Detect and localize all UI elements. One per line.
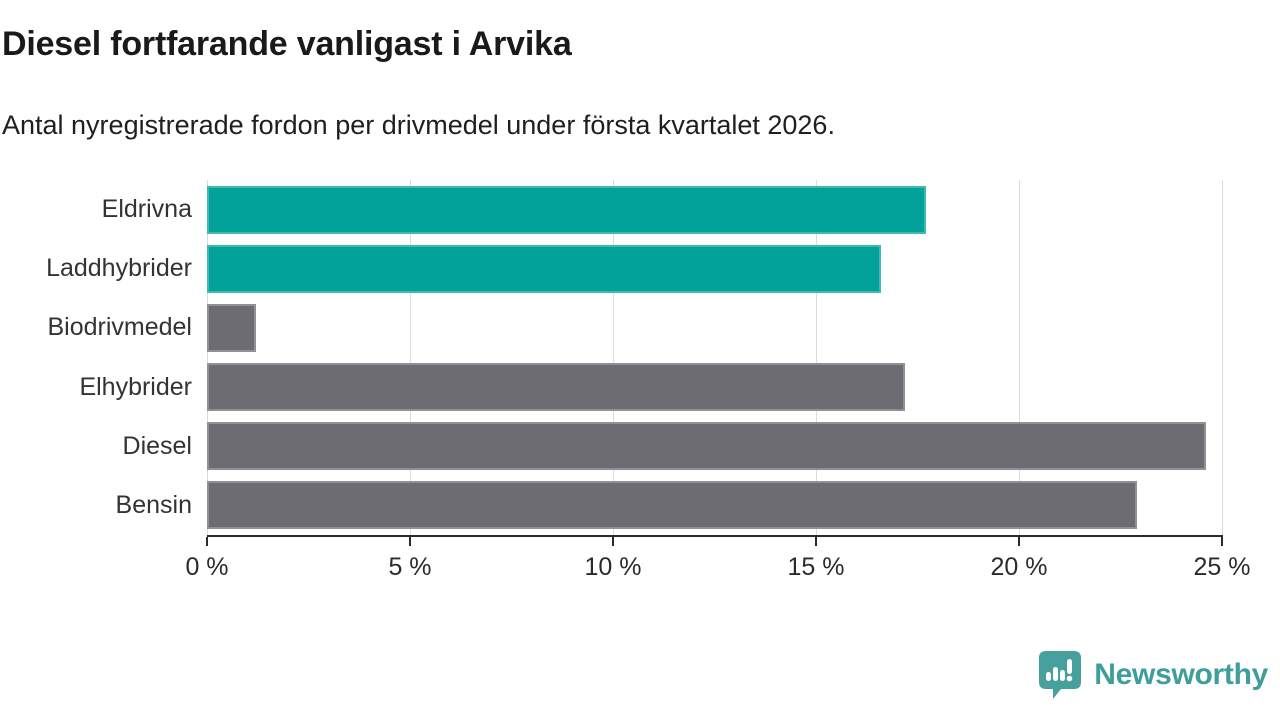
category-label-eldrivna: Eldrivna xyxy=(101,195,192,224)
tick-mark-5 xyxy=(409,537,411,546)
bar-row xyxy=(207,239,1222,298)
tick-label-10: 10 % xyxy=(584,553,642,581)
x-axis-line xyxy=(207,535,1223,537)
tick-mark-0 xyxy=(206,537,208,546)
gridline-0 xyxy=(207,180,208,535)
tick-mark-20 xyxy=(1018,537,1020,546)
bar-bensin xyxy=(207,481,1137,530)
tick-mark-25 xyxy=(1221,537,1223,546)
page-title: Diesel fortfarande vanligast i Arvika xyxy=(2,25,572,63)
category-label-bensin: Bensin xyxy=(115,490,192,519)
chart-subtitle: Antal nyregistrerade fordon per drivmede… xyxy=(2,110,835,140)
bar-laddhybrider xyxy=(207,244,881,293)
bar-elhybrider xyxy=(207,363,906,412)
gridline-20 xyxy=(1019,180,1020,535)
gridline-15 xyxy=(816,180,817,535)
tick-mark-10 xyxy=(612,537,614,546)
bar-row xyxy=(207,358,1222,417)
plot-area xyxy=(207,180,1223,535)
gridline-25 xyxy=(1222,180,1223,535)
category-label-elhybrider: Elhybrider xyxy=(79,372,192,401)
bar-rows xyxy=(207,180,1222,535)
tick-label-15: 15 % xyxy=(787,553,845,581)
bar-row xyxy=(207,476,1222,535)
category-axis: Eldrivna Laddhybrider Biodrivmedel Elhybrid… xyxy=(0,180,192,535)
tick-label-25: 25 % xyxy=(1193,553,1251,581)
bar-row xyxy=(207,180,1222,239)
bar-biodrivmedel xyxy=(207,303,256,352)
category-label-biodrivmedel: Biodrivmedel xyxy=(47,313,192,342)
bar-eldrivna xyxy=(207,185,926,234)
gridline-10 xyxy=(613,180,614,535)
category-label-laddhybrider: Laddhybrider xyxy=(46,254,192,283)
newsworthy-logo-icon xyxy=(1038,650,1082,700)
bar-row xyxy=(207,298,1222,357)
newsworthy-logo: Newsworthy xyxy=(1038,650,1268,700)
x-axis: 0 % 5 % 10 % 15 % 20 % 25 % xyxy=(185,537,1250,597)
tick-label-0: 0 % xyxy=(185,553,229,581)
gridline-5 xyxy=(410,180,411,535)
category-label-diesel: Diesel xyxy=(122,431,192,460)
newsworthy-logo-text: Newsworthy xyxy=(1094,658,1268,691)
bar-row xyxy=(207,417,1222,476)
tick-label-20: 20 % xyxy=(990,553,1048,581)
bar-diesel xyxy=(207,422,1206,471)
tick-label-5: 5 % xyxy=(388,553,432,581)
tick-mark-15 xyxy=(815,537,817,546)
